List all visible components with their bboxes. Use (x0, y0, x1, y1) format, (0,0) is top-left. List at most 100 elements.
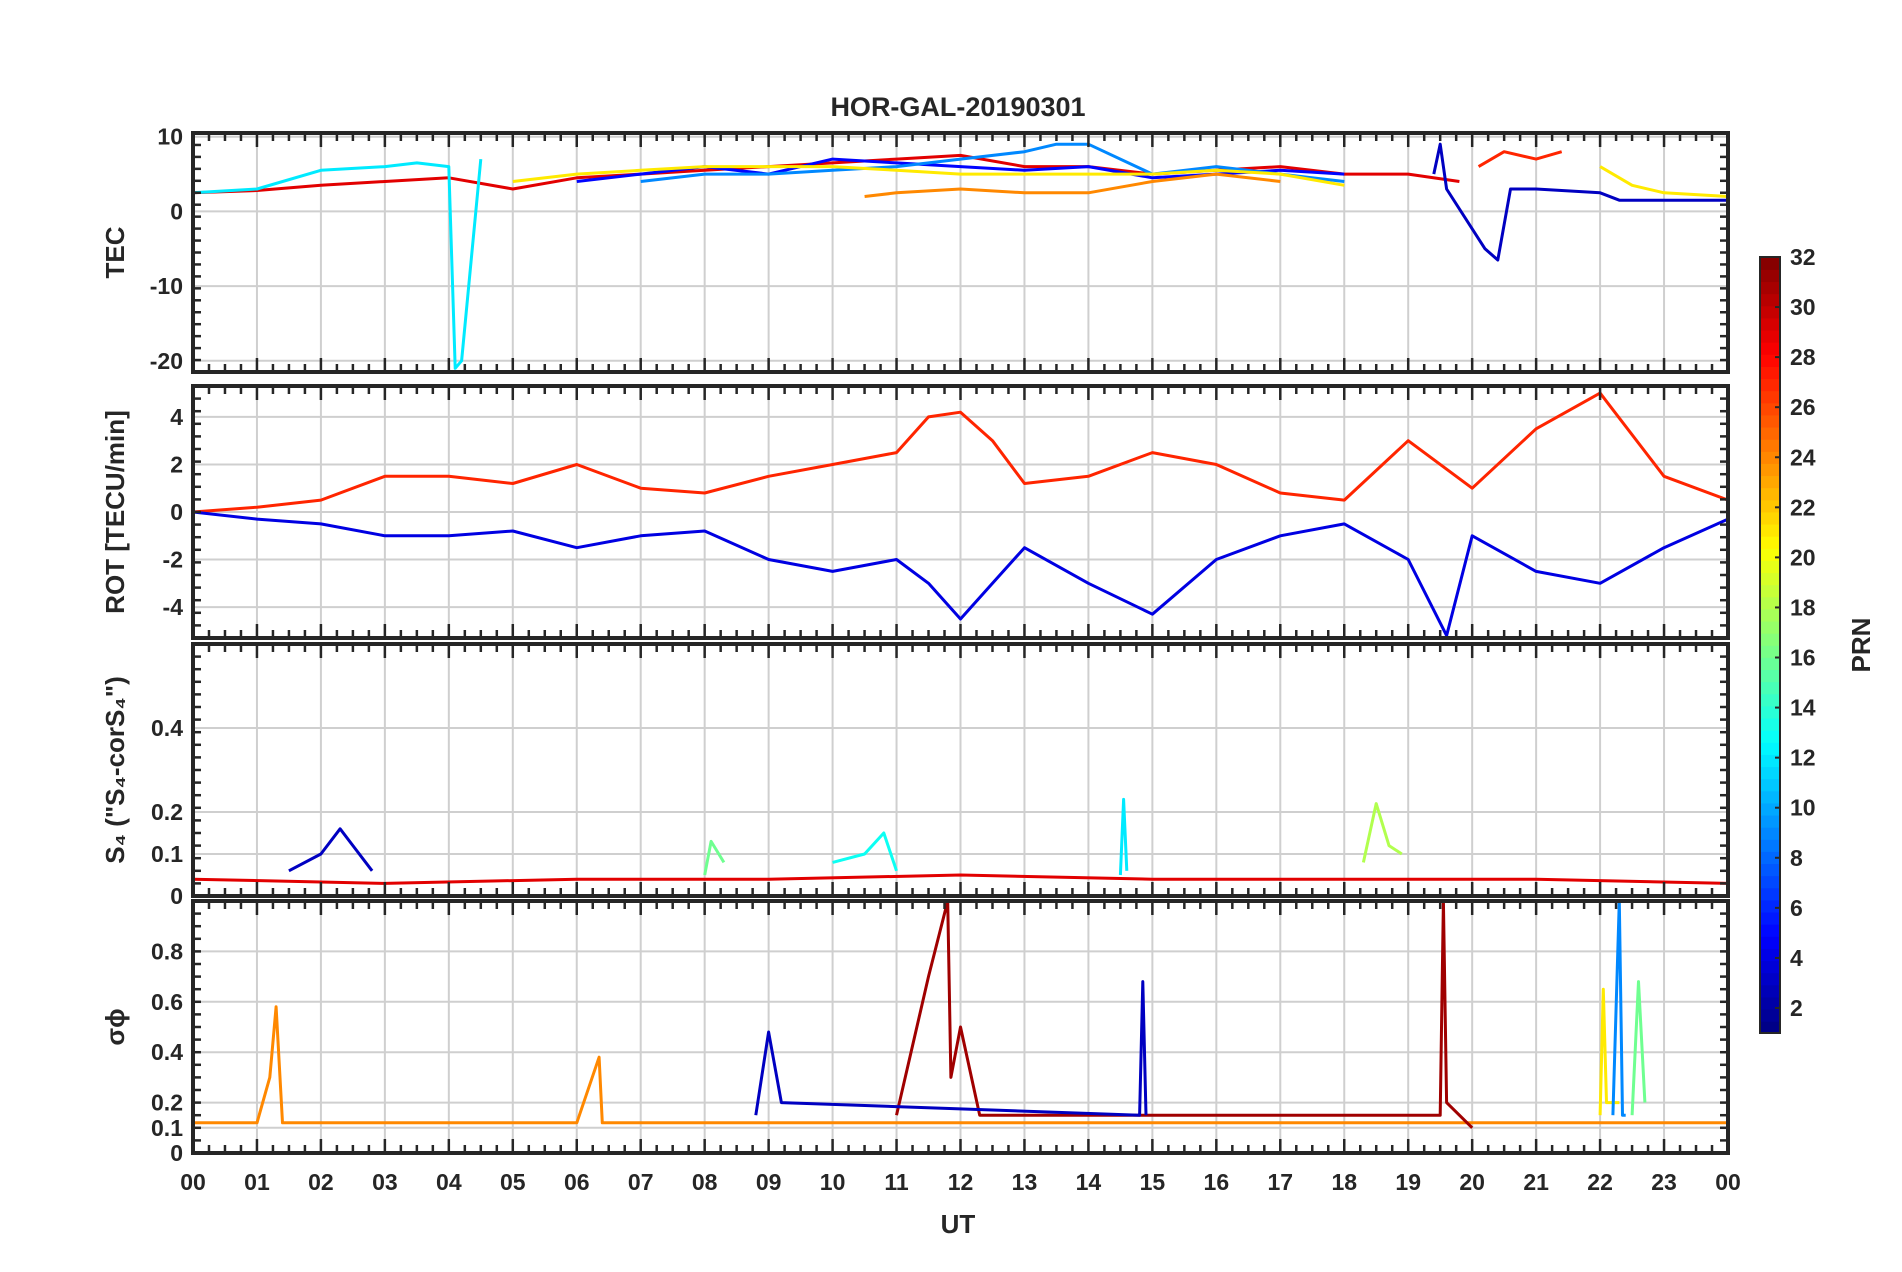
colorbar-segment (1760, 596, 1780, 610)
x-tick-label: 00 (180, 1169, 206, 1195)
colorbar-segment (1760, 378, 1780, 392)
y-tick-label: -20 (150, 348, 183, 374)
colorbar-frame (1759, 256, 1781, 1034)
y-tick-label: 2 (170, 451, 183, 477)
colorbar-segment (1760, 584, 1780, 598)
series-prn-24 (193, 1005, 1728, 1125)
colorbar-segment (1760, 354, 1780, 367)
colorbar-segment (1760, 669, 1780, 683)
y-tick-label: 0.1 (151, 1115, 183, 1141)
colorbar-tick-label: 12 (1790, 745, 1816, 771)
colorbar-segment (1760, 778, 1780, 792)
colorbar-segment (1760, 960, 1780, 974)
x-tick-label: 00 (1715, 1169, 1741, 1195)
colorbar-segment (1760, 438, 1780, 452)
x-tick-label: 14 (1076, 1169, 1102, 1195)
series-prn-13 (832, 831, 898, 872)
chart-title: HOR-GAL-20190301 (830, 92, 1085, 122)
series-prn-9 (1611, 901, 1626, 1117)
series-prn-16 (703, 839, 726, 876)
y-tick-label: 4 (170, 404, 183, 430)
y-tick-label: -10 (150, 273, 183, 299)
series-prn-3 (288, 827, 374, 873)
x-tick-label: 03 (372, 1169, 398, 1195)
colorbar-segment (1760, 535, 1780, 549)
x-tick-label: 01 (244, 1169, 270, 1195)
colorbar-tick-label: 10 (1790, 795, 1816, 821)
y-tick-label: 0 (170, 499, 183, 525)
colorbar-tick-label: 8 (1790, 845, 1803, 871)
series-prn-31 (895, 901, 1474, 1129)
colorbar-segment (1760, 463, 1780, 477)
x-tick-label: 16 (1204, 1169, 1230, 1195)
y-tick-label: 0.4 (151, 1039, 183, 1065)
colorbar-segment (1760, 1020, 1780, 1034)
colorbar-segment (1760, 693, 1780, 707)
x-tick-label: 12 (948, 1169, 974, 1195)
x-tick-label: 18 (1331, 1169, 1357, 1195)
colorbar-segment (1760, 826, 1780, 840)
colorbar-tick-label: 22 (1790, 494, 1816, 520)
y-axis-label: S₄ ("S₄-corS₄") (100, 676, 130, 864)
colorbar-segment (1760, 414, 1780, 428)
colorbar-segment (1760, 839, 1780, 852)
colorbar-segment (1760, 426, 1780, 440)
colorbar-segment (1760, 742, 1780, 755)
colorbar-segment (1760, 875, 1780, 889)
colorbar-tick-label: 4 (1790, 945, 1803, 971)
series-prn-12 (193, 158, 483, 370)
x-tick-label: 05 (500, 1169, 526, 1195)
colorbar-segment (1760, 657, 1780, 671)
colorbar-segment (1760, 390, 1780, 404)
colorbar-tick-label: 28 (1790, 344, 1816, 370)
y-axis-label: σϕ (100, 1008, 130, 1045)
series-prn-12 (1118, 797, 1129, 876)
x-tick-label: 11 (884, 1169, 909, 1195)
x-tick-label: 02 (308, 1169, 334, 1195)
y-axis-label: TEC (100, 226, 130, 278)
colorbar-segment (1760, 317, 1780, 331)
colorbar-segment (1760, 729, 1780, 743)
y-tick-label: 0.8 (151, 938, 183, 964)
series-prn-21 (512, 165, 1345, 187)
colorbar-segment (1760, 257, 1780, 270)
colorbar-segment (1760, 911, 1780, 925)
x-axis: 00 01 02 03 04 05 06 07 08 09 10 11 12 13 14 15 16 17 18 19… (180, 1169, 1741, 1195)
colorbar-segment (1760, 475, 1780, 489)
colorbar-segment (1760, 705, 1780, 719)
panel-rot: -4 -2 0 2 4 ROT [TECU/min] (100, 384, 1730, 640)
y-tick-label: -4 (163, 594, 184, 620)
y-tick-label: 0.2 (151, 1090, 183, 1116)
colorbar-segment (1760, 608, 1780, 622)
panel-sigma_phi: 00.10.2 0.4 0.6 0.8 σϕ (100, 899, 1730, 1166)
series-group (193, 142, 1728, 370)
colorbar-segment (1760, 499, 1780, 513)
x-axis-label: UT (941, 1209, 976, 1239)
colorbar-segment (1760, 851, 1780, 865)
colorbar-tick-label: 16 (1790, 645, 1816, 671)
colorbar-segment (1760, 754, 1780, 768)
series-prn-3 (1432, 142, 1728, 262)
panel-tec: -20 -10 0 10 TEC (100, 124, 1730, 374)
x-tick-label: 17 (1267, 1169, 1293, 1195)
y-tick-label: 0.4 (151, 715, 183, 741)
colorbar-segment (1760, 790, 1780, 804)
colorbar-segment (1760, 341, 1780, 355)
colorbar-tick-label: 32 (1790, 244, 1816, 270)
y-tick-label: 0.1 (151, 841, 183, 867)
colorbar-segment (1760, 572, 1780, 586)
colorbar-segment (1760, 293, 1780, 307)
colorbar-segment (1760, 936, 1780, 949)
colorbar-segment (1760, 269, 1780, 283)
colorbar-segment (1760, 863, 1780, 877)
colorbar-segment (1760, 523, 1780, 537)
colorbar-segment (1760, 329, 1780, 343)
x-tick-label: 15 (1140, 1169, 1166, 1195)
series-prn-16 (1630, 980, 1647, 1116)
series-prn-27 (1477, 150, 1563, 168)
series-prn-3 (754, 980, 1148, 1117)
colorbar-tick-label: 30 (1790, 294, 1816, 320)
x-tick-label: 07 (628, 1169, 654, 1195)
colorbar-tick-label: 24 (1790, 444, 1816, 470)
